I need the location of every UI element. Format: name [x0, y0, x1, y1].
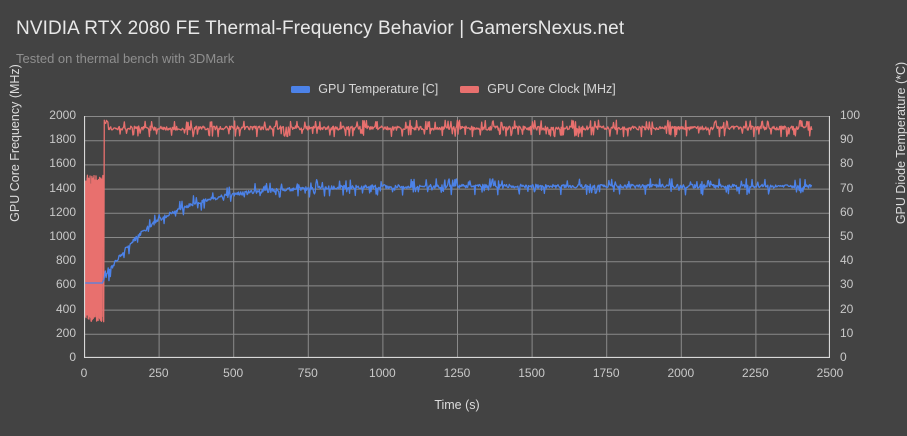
x-axis-tick-2250: 2250 — [742, 366, 769, 380]
y-axis-left-tick-1000: 1000 — [49, 229, 76, 243]
y-axis-right-tick-10: 10 — [840, 325, 854, 340]
y-axis-right-tick-40: 40 — [840, 253, 854, 268]
y-axis-right-tick-20: 20 — [840, 301, 854, 316]
x-axis-tick-1250: 1250 — [443, 366, 471, 380]
y-axis-right-tick-90: 90 — [840, 132, 854, 147]
legend-item-gpu-core-clock[interactable]: GPU Core Clock [MHz] — [460, 82, 616, 96]
y-axis-left-title: GPU Core Frequency (MHz) — [8, 64, 22, 222]
y-axis-left-tick-800: 800 — [55, 253, 76, 268]
x-axis-tick-1000: 1000 — [369, 366, 396, 380]
x-axis-tick-750: 750 — [297, 366, 318, 380]
y-axis-right-tick-70: 70 — [840, 180, 854, 195]
plot-area — [84, 116, 830, 358]
plot-svg — [84, 116, 830, 358]
y-axis-left-tick-1200: 1200 — [49, 204, 76, 219]
grid-lines — [84, 116, 830, 358]
legend-item-gpu-temperature[interactable]: GPU Temperature [C] — [291, 82, 438, 96]
axis-lines — [84, 116, 830, 358]
y-axis-left-tick-400: 400 — [55, 301, 76, 316]
x-axis-tick-1500: 1500 — [518, 366, 545, 380]
x-axis-tick-500: 500 — [223, 366, 244, 380]
series-line-gpu-core-clock — [84, 119, 813, 323]
y-axis-left-tick-1600: 1600 — [49, 156, 76, 171]
y-axis-left-tick-0: 0 — [69, 350, 76, 364]
series-line-gpu-temperature — [84, 178, 813, 284]
y-axis-right-tick-100: 100 — [840, 108, 861, 122]
legend-label-gpu-core-clock: GPU Core Clock [MHz] — [487, 82, 616, 96]
chart-legend: GPU Temperature [C] GPU Core Clock [MHz] — [0, 82, 907, 96]
y-axis-right-tick-50: 50 — [840, 229, 854, 243]
y-axis-left-tick-2000: 2000 — [49, 108, 76, 122]
y-axis-right-tick-80: 80 — [840, 156, 854, 171]
y-axis-right-title: GPU Diode Temperature (*C) — [894, 61, 907, 225]
x-axis-tick-2000: 2000 — [667, 366, 695, 380]
chart-subtitle: Tested on thermal bench with 3DMark — [16, 51, 235, 66]
legend-label-gpu-temperature: GPU Temperature [C] — [318, 82, 439, 96]
x-axis-tick-250: 250 — [148, 366, 169, 380]
x-axis-title: Time (s) — [434, 398, 480, 412]
legend-swatch-temperature-icon — [291, 85, 311, 93]
x-axis-tick-1750: 1750 — [592, 366, 620, 380]
y-axis-right-tick-30: 30 — [840, 277, 854, 292]
y-axis-right-tick-60: 60 — [840, 204, 854, 219]
x-axis-tick-2500: 2500 — [816, 366, 844, 380]
x-axis-tick-0: 0 — [80, 366, 88, 380]
legend-swatch-clock-icon — [460, 85, 480, 93]
y-axis-left-tick-200: 200 — [55, 325, 76, 340]
y-axis-left-tick-600: 600 — [55, 277, 76, 292]
y-axis-left-tick-1800: 1800 — [49, 132, 76, 147]
chart-title: NVIDIA RTX 2080 FE Thermal-Frequency Beh… — [16, 18, 625, 39]
y-axis-right-tick-0: 0 — [840, 350, 847, 364]
y-axis-left-tick-1400: 1400 — [49, 180, 76, 195]
